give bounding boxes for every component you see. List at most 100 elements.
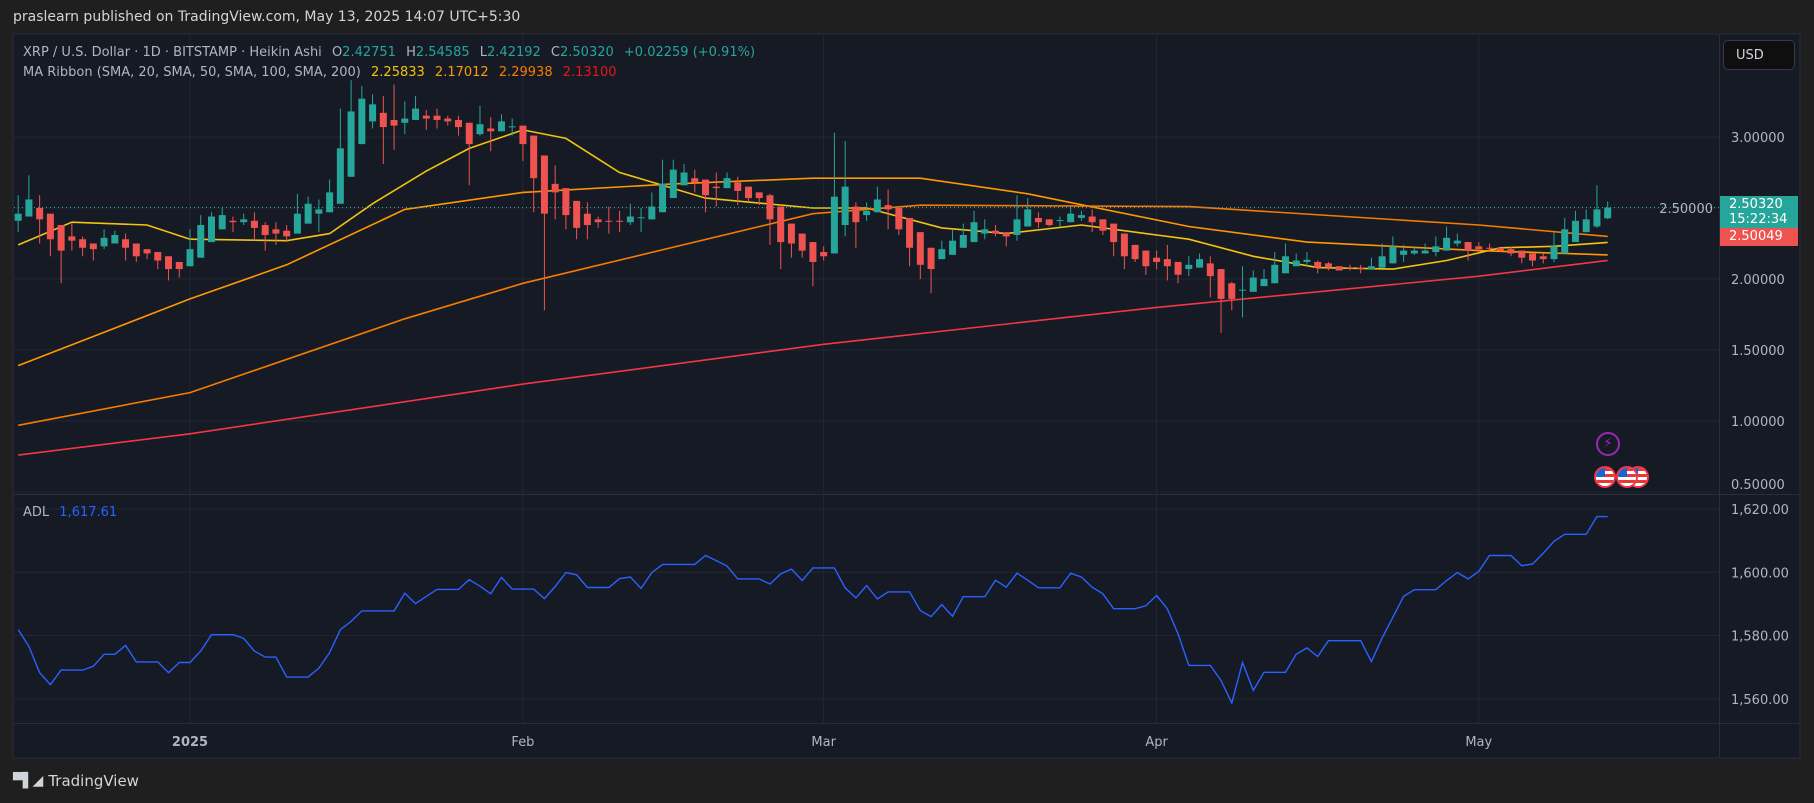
candle	[1067, 206, 1075, 223]
adl-tick-label: 1,600.00	[1731, 566, 1789, 581]
candle-body	[712, 186, 720, 189]
candle	[283, 225, 291, 243]
candle-body	[100, 237, 108, 247]
candle	[89, 243, 97, 261]
candle	[1582, 209, 1590, 233]
candle	[1367, 257, 1375, 270]
candle-body	[1593, 209, 1601, 227]
candle-body	[723, 178, 731, 189]
candle-body	[1539, 256, 1547, 260]
candle	[1142, 250, 1150, 275]
candle	[261, 222, 269, 251]
candle-body	[1131, 244, 1139, 260]
candle-body	[1088, 216, 1096, 223]
candle	[358, 85, 366, 145]
candle	[132, 243, 140, 262]
candle-body	[594, 219, 602, 223]
candle	[637, 208, 645, 233]
candle	[487, 117, 495, 152]
candle-body	[57, 225, 65, 251]
currency-button[interactable]: USD	[1723, 40, 1795, 70]
candle-body	[573, 200, 581, 228]
candle-body	[1077, 215, 1085, 218]
candle	[455, 115, 462, 136]
tradingview-logo[interactable]: ▀▌◢ TradingView	[13, 772, 139, 790]
candle	[508, 118, 516, 136]
candle	[583, 202, 591, 240]
sma100-value: 2.29938	[498, 65, 553, 80]
candle-body	[1486, 247, 1494, 249]
candle	[218, 208, 226, 230]
us-flag-icon[interactable]	[1616, 466, 1638, 488]
candle-body	[497, 121, 505, 132]
candle	[852, 202, 860, 248]
candle	[659, 159, 667, 213]
lightning-icon[interactable]: ⚡	[1596, 432, 1620, 456]
candle	[702, 179, 710, 213]
candle-body	[261, 225, 269, 235]
candle	[14, 195, 22, 233]
candle-body	[1378, 256, 1386, 268]
candle	[336, 108, 344, 204]
candle-body	[89, 243, 97, 250]
candle-body	[111, 234, 119, 244]
ohlc-high: H2.54585	[406, 45, 470, 60]
candle-body	[250, 220, 258, 228]
candle-body	[465, 122, 473, 145]
candle	[884, 189, 892, 230]
candle-body	[1475, 246, 1483, 250]
candle	[100, 229, 108, 250]
candles	[14, 80, 1612, 333]
last-price: 2.50320	[1729, 197, 1783, 212]
candle-body	[1228, 283, 1236, 299]
price-tick-label: 2.00000	[1731, 273, 1785, 288]
candle	[1271, 252, 1279, 284]
candle	[315, 199, 323, 233]
candle-body	[1163, 259, 1171, 267]
candle	[1292, 253, 1300, 267]
candle	[927, 247, 935, 294]
candle-body	[1239, 289, 1247, 291]
candle	[616, 210, 624, 233]
bar-countdown: 15:22:34	[1729, 212, 1788, 227]
candle-body	[1314, 261, 1322, 268]
adl-legend[interactable]: ADL 1,617.61	[23, 505, 123, 520]
candle	[197, 215, 205, 258]
candle-body	[1529, 253, 1536, 261]
candle	[809, 242, 817, 287]
candle	[401, 101, 409, 135]
candle-body	[1196, 259, 1204, 268]
candle	[755, 192, 763, 206]
us-flag-icon[interactable]	[1594, 466, 1616, 488]
candle-body	[1518, 250, 1526, 258]
candle-body	[186, 249, 194, 267]
ma-line-sma100	[18, 204, 1608, 427]
candle	[293, 193, 301, 234]
candle-body	[1142, 250, 1150, 267]
candle-body	[132, 243, 140, 257]
ma-ribbon	[17, 129, 1608, 456]
candle	[1518, 250, 1526, 264]
candle-body	[68, 236, 76, 241]
candle-body	[1335, 266, 1343, 271]
candle-body	[197, 225, 205, 258]
candle	[669, 159, 677, 199]
symbol-legend[interactable]: XRP / U.S. Dollar · 1D · BITSTAMP · Heik…	[23, 45, 761, 60]
candle	[863, 202, 871, 221]
price-tick-label: 1.00000	[1731, 415, 1785, 430]
candle	[916, 232, 924, 279]
candle-body	[916, 232, 924, 265]
candle	[1432, 236, 1440, 257]
price-tick-label: 2.50000	[1659, 202, 1713, 217]
candle	[1410, 246, 1418, 255]
adl-pane	[17, 515, 1608, 706]
candle	[712, 172, 720, 207]
candle-body	[981, 229, 989, 234]
candle-body	[626, 216, 634, 223]
candle	[1185, 256, 1193, 277]
candle	[79, 236, 87, 257]
adl-tick-label: 1,560.00	[1731, 693, 1789, 708]
candle-body	[906, 217, 914, 248]
ma-ribbon-legend[interactable]: MA Ribbon (SMA, 20, SMA, 50, SMA, 100, S…	[23, 65, 623, 80]
